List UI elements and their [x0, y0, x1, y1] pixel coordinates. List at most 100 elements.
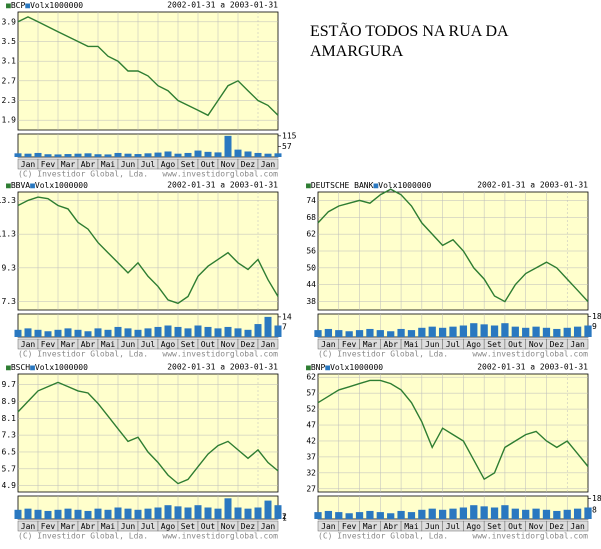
volume-bar [214, 328, 222, 337]
volume-bar [214, 508, 222, 519]
volume-bar [174, 326, 182, 337]
x-tick-label: Set [181, 340, 196, 349]
y-tick-label: 38 [306, 297, 316, 306]
y2-tick-label: 1 [282, 513, 287, 522]
volume-bar [154, 326, 162, 337]
x-tick-label: Jun [425, 340, 440, 349]
y-tick-label: 2.3 [2, 96, 17, 105]
copyright: (C) Investidor Global, Lda. [18, 170, 148, 179]
volume-bar [44, 510, 52, 519]
month-cell [566, 338, 589, 350]
x-tick-label: Mar [363, 340, 378, 349]
date-range: 2002-01-31 a 2003-01-31 [477, 363, 588, 372]
x-tick-label: Jun [121, 340, 136, 349]
x-tick-label: Jul [141, 522, 156, 531]
y-tick-label: 57 [306, 389, 316, 398]
x-tick-label: Mar [61, 160, 76, 169]
volume-bar [144, 153, 152, 157]
x-tick-label: Jan [321, 522, 336, 531]
y-tick-label: 3.9 [2, 17, 17, 26]
volume-bar [376, 330, 384, 337]
volume-bar [124, 508, 132, 519]
volume-bar [194, 505, 202, 519]
x-tick-label: Jul [141, 340, 156, 349]
url: www.investidorglobal.com [162, 532, 278, 541]
x-tick-label: Fev [41, 340, 56, 349]
volume-bar [274, 505, 282, 519]
volume-bar [114, 326, 122, 337]
y2-tick-label: 57 [282, 142, 292, 151]
price-line [317, 188, 589, 303]
y-tick-label: 8.9 [2, 397, 17, 406]
volume-bar [114, 152, 122, 157]
x-tick-label: Jan [570, 522, 585, 531]
legend-swatch: ■ [306, 363, 311, 372]
y-tick-label: 9.3 [2, 263, 17, 272]
legend-swatch: ■ [25, 1, 30, 10]
volume-bar [24, 328, 32, 337]
volume-bar [234, 149, 242, 157]
month-cell [257, 158, 279, 170]
volume-bar [34, 152, 42, 157]
y-tick-label: 7.3 [2, 431, 17, 440]
copyright: (C) Investidor Global, Lda. [18, 350, 148, 359]
legend-label: Volx1000000 [330, 363, 383, 372]
volume-bar [274, 325, 282, 337]
volume-bar [418, 327, 426, 337]
volume-bar [104, 154, 112, 157]
volume-bar [104, 509, 112, 519]
volume-bar [573, 508, 582, 519]
x-tick-label: Dez [550, 522, 565, 531]
volume-bar [584, 325, 592, 337]
volume-bar [204, 326, 212, 337]
chart-header: ■BBVA■Volx1000000 [6, 181, 88, 190]
volume-bar [234, 328, 242, 337]
volume-bar [335, 512, 343, 519]
y-tick-label: 7.3 [2, 297, 17, 306]
volume-bar [54, 509, 62, 519]
volume-bar [144, 508, 152, 519]
volume-bar [64, 508, 72, 519]
date-range: 2002-01-31 a 2003-01-31 [167, 363, 278, 372]
x-tick-label: Mar [61, 522, 76, 531]
y-tick-label: 74 [306, 196, 316, 205]
y2-tick-label: 18 [592, 312, 601, 321]
volume-bar [184, 328, 192, 337]
volume-bar [522, 327, 530, 337]
y-tick-label: 68 [306, 213, 316, 222]
volume-bar [376, 512, 384, 519]
volume-bar [44, 154, 52, 157]
y-tick-label: 8.1 [2, 414, 17, 423]
x-tick-label: Jan [21, 340, 36, 349]
volume-bar [314, 512, 322, 519]
volume-bar [14, 509, 22, 519]
x-tick-label: Out [201, 340, 216, 349]
y-tick-label: 3.1 [2, 57, 17, 66]
x-tick-label: Nov [529, 522, 544, 531]
volume-bar [407, 330, 416, 337]
x-tick-label: Abr [383, 522, 398, 531]
volume-bar [84, 331, 92, 337]
volume-bar [94, 154, 102, 157]
y-tick-label: 42 [306, 436, 316, 445]
volume-bar [501, 323, 509, 337]
volume-bar [480, 506, 488, 519]
volume-bar [64, 154, 72, 157]
volume-bar [204, 151, 212, 157]
y-tick-label: 5.7 [2, 464, 17, 473]
y2-tick-label: 2 [282, 512, 287, 521]
x-tick-label: Nov [221, 160, 236, 169]
volume-bar [54, 154, 62, 157]
volume-bar [366, 328, 374, 337]
legend-label: BCP [11, 1, 26, 10]
x-tick-label: Dez [241, 160, 256, 169]
volume-bar [154, 152, 162, 157]
date-range: 2002-01-31 a 2003-01-31 [477, 181, 588, 190]
legend-label: BNP [311, 363, 326, 372]
y-tick-label: 56 [306, 247, 316, 256]
y2-tick-label: 115 [282, 131, 297, 140]
legend-swatch: ■ [6, 1, 11, 10]
price-line [17, 16, 279, 117]
x-tick-label: Jan [261, 160, 276, 169]
